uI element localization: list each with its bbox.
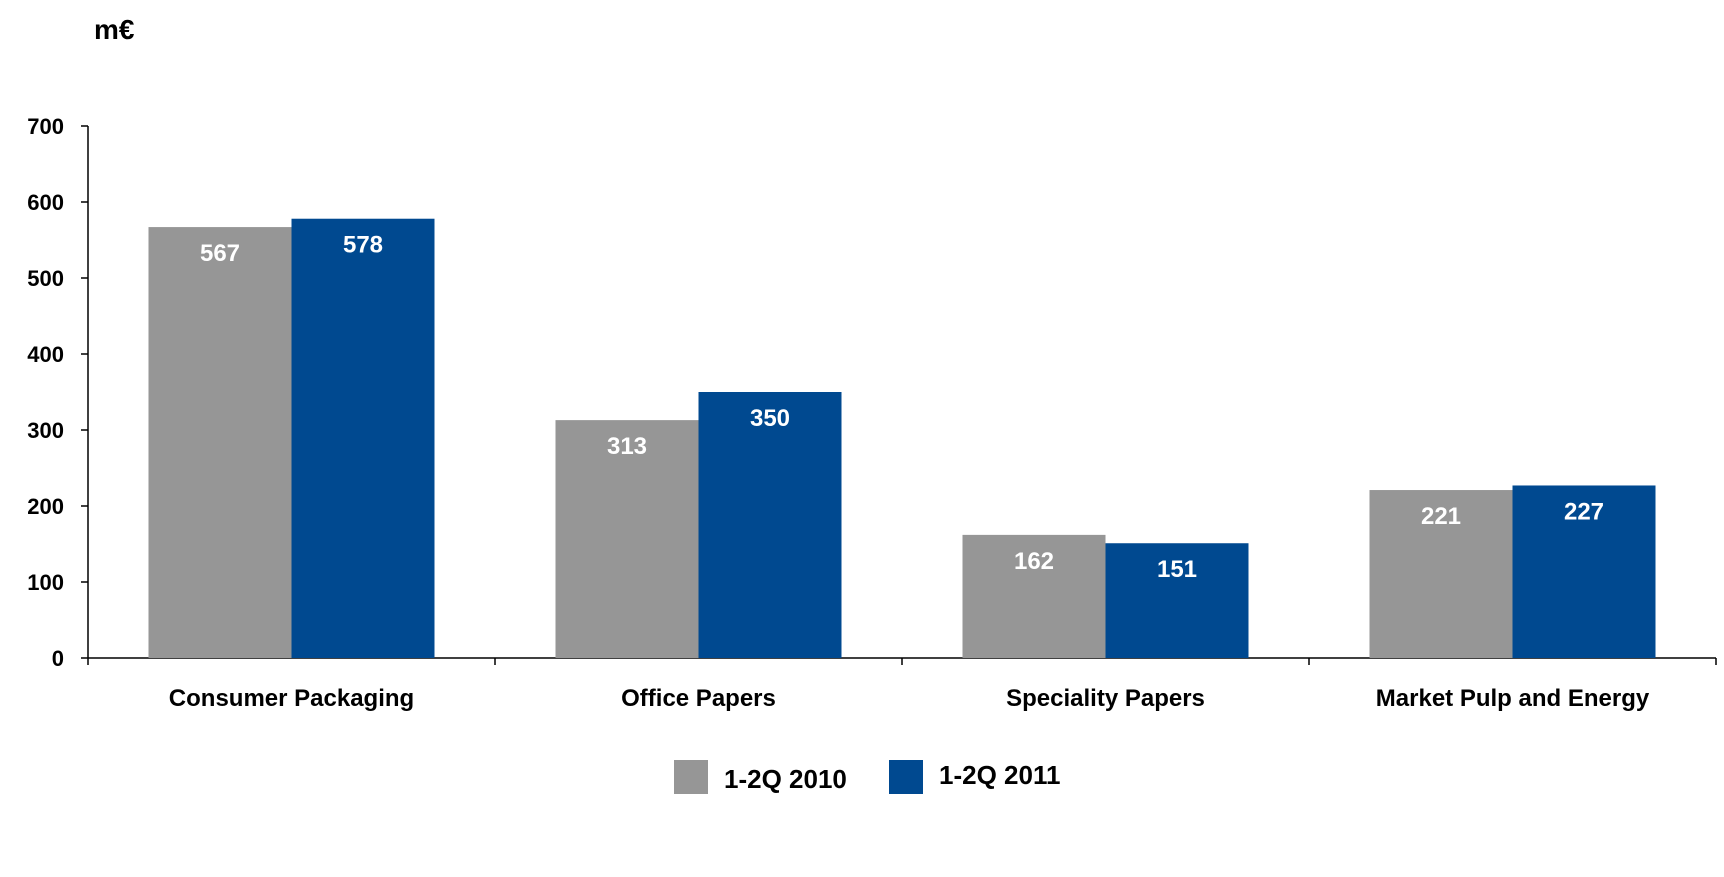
data-label: 227 <box>1564 498 1604 525</box>
bar <box>698 392 842 658</box>
data-label: 151 <box>1157 556 1197 583</box>
bar <box>555 420 699 658</box>
legend: 1-2Q 2010 1-2Q 2011 <box>674 760 1060 794</box>
category-label: Speciality Papers <box>1006 685 1205 712</box>
y-tick-label: 400 <box>27 342 64 367</box>
y-tick-label: 200 <box>27 494 64 519</box>
data-label: 578 <box>343 232 383 259</box>
legend-swatch <box>674 760 708 794</box>
y-tick-label: 700 <box>27 114 64 139</box>
data-label: 313 <box>607 433 647 460</box>
y-tick-label: 300 <box>27 418 64 443</box>
bar <box>148 227 292 658</box>
y-tick-label: 500 <box>27 266 64 291</box>
y-tick-label: 0 <box>52 646 64 671</box>
category-label: Office Papers <box>621 685 776 712</box>
bar <box>291 218 435 658</box>
data-label: 567 <box>200 240 240 267</box>
bar <box>1105 543 1249 658</box>
legend-swatch <box>889 760 923 794</box>
bar <box>1369 490 1513 658</box>
data-label: 221 <box>1421 503 1461 530</box>
y-tick-label: 100 <box>27 570 64 595</box>
plot-area: 0 100 200 300 400 500 600 700 567 578 Consumer Pac… <box>27 114 1717 712</box>
data-label: 162 <box>1014 548 1054 575</box>
bar <box>1512 485 1656 658</box>
category-label: Market Pulp and Energy <box>1376 685 1650 712</box>
y-tick-label: 600 <box>27 190 64 215</box>
category-label: Consumer Packaging <box>169 685 414 712</box>
data-label: 350 <box>750 405 790 432</box>
legend-label: 1-2Q 2011 <box>939 760 1060 790</box>
legend-label: 1-2Q 2010 <box>724 764 847 794</box>
bar <box>962 534 1106 658</box>
unit-label: m€ <box>94 14 135 45</box>
